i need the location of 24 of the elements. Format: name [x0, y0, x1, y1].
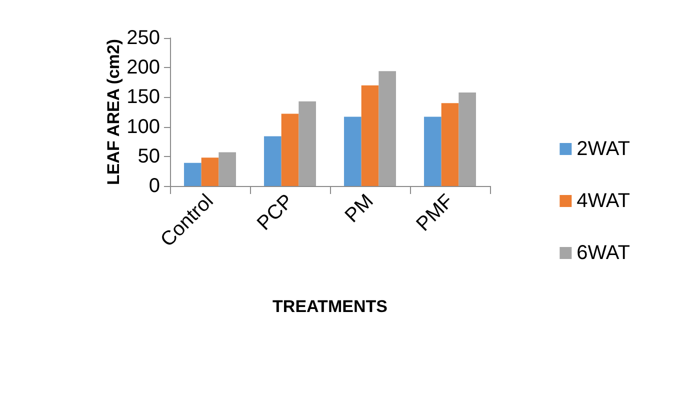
y-tick-label: 50 — [138, 145, 160, 168]
bar — [344, 116, 362, 186]
bar — [378, 71, 396, 186]
bar — [441, 103, 459, 186]
bar — [184, 162, 202, 186]
y-tick-label: 0 — [148, 175, 160, 197]
y-tick-label: 250 — [126, 27, 160, 49]
y-tick-label: 150 — [126, 86, 160, 108]
legend-label: 4WAT — [576, 190, 630, 212]
y-tick-label: 100 — [126, 116, 160, 138]
bar — [361, 85, 379, 186]
y-tick-label: 200 — [126, 56, 160, 79]
bar — [424, 116, 442, 186]
bar — [218, 152, 236, 186]
bar — [298, 101, 316, 186]
x-tick-label: PM — [341, 190, 378, 227]
x-axis-title: TREATMENTS — [272, 297, 388, 316]
y-axis-title: LEAF AREA (cm2) — [104, 38, 123, 186]
legend-label: 6WAT — [576, 242, 630, 264]
bar — [281, 114, 299, 186]
bar — [458, 92, 476, 186]
legend-label: 2WAT — [576, 138, 630, 160]
bar — [264, 136, 282, 186]
bar — [201, 158, 219, 186]
